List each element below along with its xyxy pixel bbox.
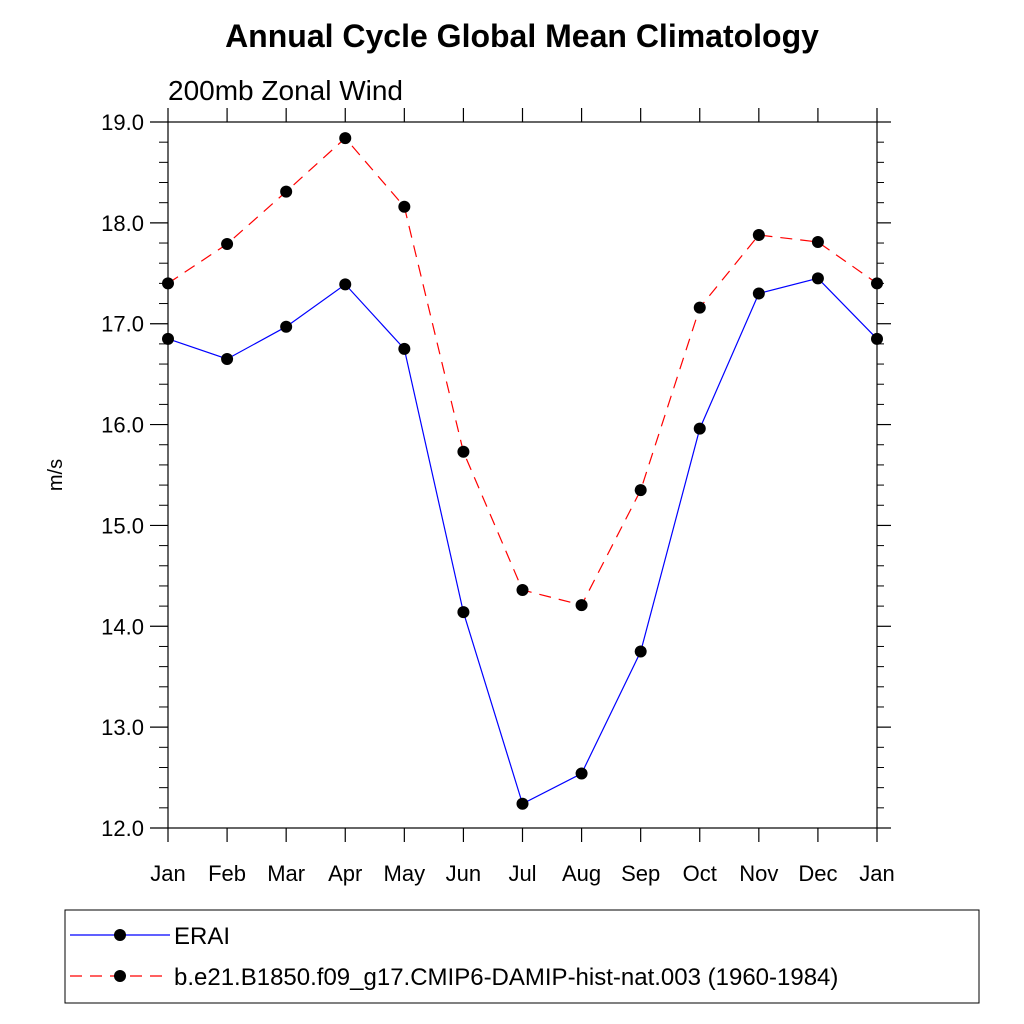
- x-tick-labels: Jan Feb Mar Apr May Jun Jul Aug Sep Oct Nov Dec Jan: [150, 861, 894, 886]
- axis-ticks: [150, 108, 891, 842]
- y-tick-label: 15.0: [101, 513, 144, 538]
- series-0-point: [634, 645, 647, 658]
- series-0-point: [752, 287, 765, 300]
- x-tick-label: Sep: [621, 861, 660, 886]
- series-1-point: [339, 132, 352, 145]
- legend-label-erai: ERAI: [174, 923, 230, 950]
- legend-entry-model: b.e21.B1850.f09_g17.CMIP6-DAMIP-hist-nat…: [70, 964, 838, 991]
- legend-label-model: b.e21.B1850.f09_g17.CMIP6-DAMIP-hist-nat…: [174, 964, 838, 991]
- series-1-point: [693, 301, 706, 314]
- series-1-point: [457, 445, 470, 458]
- series-1-point: [516, 583, 529, 596]
- series-0-point: [811, 272, 824, 285]
- y-tick-label: 12.0: [101, 816, 144, 841]
- x-tick-label: Jul: [508, 861, 536, 886]
- series-group: [162, 132, 883, 810]
- x-tick-label: Jun: [446, 861, 481, 886]
- series-0-point: [339, 278, 352, 291]
- series-line-0: [167, 277, 878, 805]
- series-0-point: [575, 767, 588, 780]
- series-0-point: [457, 606, 470, 619]
- chart-subtitle: 200mb Zonal Wind: [168, 75, 403, 106]
- legend-entry-erai: ERAI: [70, 923, 230, 950]
- series-0-point: [162, 332, 174, 345]
- series-1-point: [811, 236, 824, 249]
- series-0-point: [693, 422, 706, 435]
- legend-marker-model: [114, 970, 126, 982]
- legend-marker-erai: [114, 929, 126, 941]
- series-0-point: [280, 320, 293, 333]
- legend-box: [64, 909, 980, 1004]
- y-tick-label: 14.0: [101, 614, 144, 639]
- x-tick-label: Nov: [739, 861, 778, 886]
- y-tick-label: 13.0: [101, 715, 144, 740]
- series-1-point: [752, 228, 765, 241]
- series-1-point: [398, 200, 411, 213]
- series-1-point: [634, 484, 647, 497]
- x-tick-label: Jan: [150, 861, 185, 886]
- chart-title: Annual Cycle Global Mean Climatology: [225, 18, 819, 54]
- series-1-point: [575, 599, 588, 612]
- series-0-point: [516, 797, 529, 810]
- x-tick-label: May: [384, 861, 426, 886]
- x-tick-label: Feb: [208, 861, 246, 886]
- y-tick-label: 16.0: [101, 413, 144, 438]
- series-0-point: [221, 353, 234, 366]
- series-1-point: [871, 277, 883, 290]
- series-0-point: [398, 342, 411, 355]
- plot-frame: [167, 121, 878, 829]
- y-axis-label: m/s: [45, 459, 67, 491]
- y-tick-label: 19.0: [101, 110, 144, 135]
- series-1-point: [162, 277, 174, 290]
- series-line-1: [167, 137, 878, 606]
- y-tick-labels: 12.0 13.0 14.0 15.0 16.0 17.0 18.0 19.0: [101, 110, 144, 841]
- x-tick-label: Aug: [562, 861, 601, 886]
- series-0-point: [871, 332, 883, 345]
- series-1-point: [280, 185, 293, 198]
- series-1-point: [221, 238, 234, 251]
- y-tick-label: 18.0: [101, 211, 144, 236]
- x-tick-label: Jan: [859, 861, 894, 886]
- x-tick-label: Apr: [328, 861, 362, 886]
- x-tick-label: Mar: [267, 861, 305, 886]
- y-tick-label: 17.0: [101, 312, 144, 337]
- x-tick-label: Oct: [683, 861, 717, 886]
- x-tick-label: Dec: [798, 861, 837, 886]
